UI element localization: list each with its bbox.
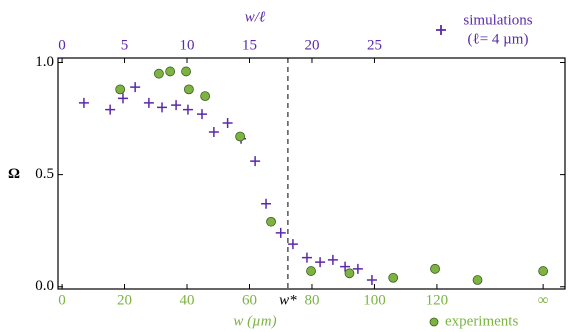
x2-tick-label: 0 xyxy=(58,37,66,53)
x-tick-label: 0 xyxy=(58,292,66,308)
x-tick-label: 60 xyxy=(242,292,257,308)
sim-point xyxy=(182,104,193,115)
sim-point xyxy=(157,102,168,113)
sim-point xyxy=(327,254,338,265)
sim-point xyxy=(222,118,233,129)
x-axis-label: w (µm) xyxy=(233,313,276,329)
legend-marker xyxy=(429,317,439,327)
legend-label: experiments xyxy=(445,313,518,329)
exp-point xyxy=(472,275,483,285)
y-tick-label: 1.0 xyxy=(35,54,54,70)
y-tick-label: 0.5 xyxy=(35,166,54,182)
sim-point xyxy=(301,252,312,263)
sim-point xyxy=(197,109,208,120)
x-tick-label: 100 xyxy=(363,292,386,308)
sim-point xyxy=(366,275,377,286)
sim-point xyxy=(340,261,351,272)
sim-point xyxy=(78,97,89,108)
exp-point xyxy=(266,216,276,227)
sim-point xyxy=(208,127,219,138)
y-tick-label: 0.0 xyxy=(35,278,54,294)
threshold-label: w* xyxy=(279,292,297,308)
sim-point xyxy=(130,82,141,93)
exp-point xyxy=(538,266,549,276)
x2-tick-label: 5 xyxy=(121,37,129,53)
sim-point xyxy=(261,198,272,209)
exp-point xyxy=(306,266,316,276)
exp-point xyxy=(154,68,164,79)
y-axis-label: Ω xyxy=(8,166,20,182)
x-tick-label: ∞ xyxy=(538,292,549,308)
legend-note: (ℓ= 4 µm) xyxy=(468,31,529,47)
sim-point xyxy=(117,93,128,104)
x2-tick-label: 25 xyxy=(367,37,382,53)
exp-point xyxy=(430,263,440,274)
exp-point xyxy=(115,84,126,95)
sim-point xyxy=(250,156,261,167)
exp-point xyxy=(235,131,246,142)
sim-point xyxy=(275,227,286,238)
sim-point xyxy=(171,100,182,111)
x2-tick-label: 20 xyxy=(304,37,319,53)
sim-point xyxy=(105,104,116,115)
exp-point xyxy=(181,66,191,77)
exp-point xyxy=(344,268,355,279)
legend-marker xyxy=(436,25,446,35)
x-tick-label: 80 xyxy=(304,292,319,308)
x2-axis-label: w/ℓ xyxy=(245,9,265,25)
x2-tick-label: 15 xyxy=(242,37,257,53)
exp-point xyxy=(200,91,211,102)
x2-tick-label: 10 xyxy=(180,37,195,53)
sim-point xyxy=(352,263,363,274)
sim-point xyxy=(315,257,326,268)
exp-point xyxy=(183,84,194,95)
exp-point xyxy=(388,272,399,283)
plot-frame xyxy=(57,57,566,290)
sim-point xyxy=(143,97,154,108)
x-tick-label: 20 xyxy=(117,292,132,308)
x-tick-label: 120 xyxy=(426,292,449,308)
x-tick-label: 40 xyxy=(180,292,195,308)
legend-label: simulations xyxy=(463,12,532,28)
sim-point xyxy=(287,239,298,250)
exp-point xyxy=(165,66,176,77)
